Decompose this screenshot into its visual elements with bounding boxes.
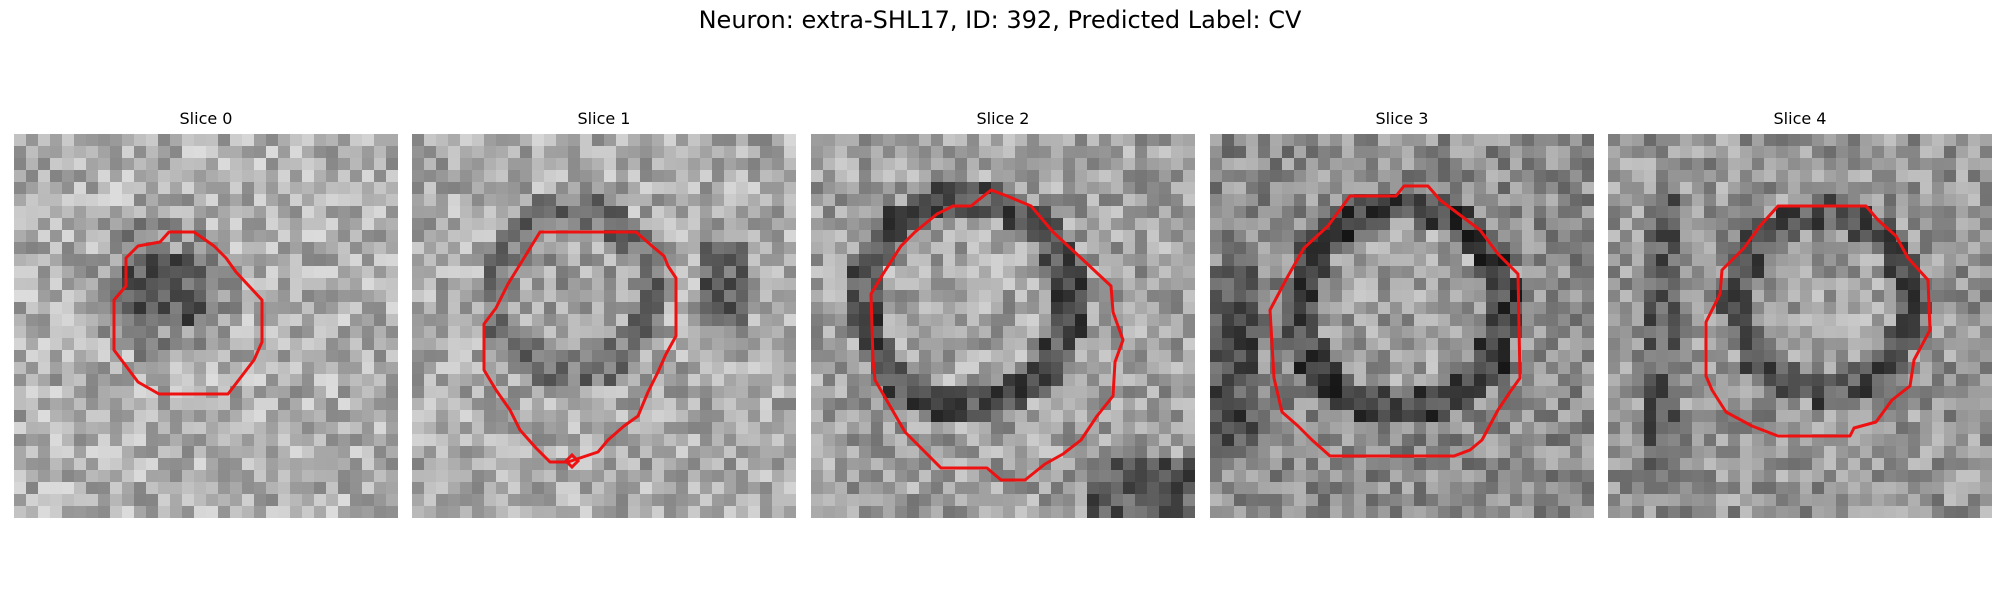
slice-image-0 — [14, 134, 398, 518]
segmentation-contour-3 — [1268, 184, 1522, 458]
contour-overlay-3 — [1268, 184, 1522, 458]
grayscale-patch-2 — [811, 134, 1195, 518]
contour-overlay-4 — [1704, 204, 1932, 438]
grayscale-patch-0 — [14, 134, 398, 518]
slice-panel-0: Slice 0 — [14, 108, 398, 518]
slice-title-3: Slice 3 — [1375, 109, 1429, 128]
slice-panel-3: Slice 3 — [1210, 108, 1594, 518]
segmentation-contour-4 — [1704, 204, 1932, 438]
contour-overlay-0 — [112, 230, 264, 396]
contour-fragment-1 — [563, 452, 581, 470]
grayscale-patch-3 — [1210, 134, 1594, 518]
contour-overlay-2 — [869, 188, 1125, 482]
slice-panel-2: Slice 2 — [811, 108, 1195, 518]
grayscale-patch-1 — [412, 134, 796, 518]
segmentation-contour-1 — [482, 230, 678, 464]
segmentation-contour-2 — [869, 188, 1125, 482]
slice-image-2 — [811, 134, 1195, 518]
slice-title-0: Slice 0 — [179, 109, 233, 128]
slice-title-1: Slice 1 — [577, 109, 631, 128]
slice-title-4: Slice 4 — [1773, 109, 1827, 128]
slice-image-1 — [412, 134, 796, 518]
slice-title-2: Slice 2 — [976, 109, 1030, 128]
slice-panel-1: Slice 1 — [412, 108, 796, 518]
segmentation-contour-0 — [112, 230, 264, 396]
slice-image-3 — [1210, 134, 1594, 518]
slice-image-4 — [1608, 134, 1992, 518]
grayscale-patch-4 — [1608, 134, 1992, 518]
contour-overlay-1 — [482, 230, 678, 470]
figure-title: Neuron: extra-SHL17, ID: 392, Predicted … — [698, 6, 1302, 34]
slice-panel-4: Slice 4 — [1608, 108, 1992, 518]
